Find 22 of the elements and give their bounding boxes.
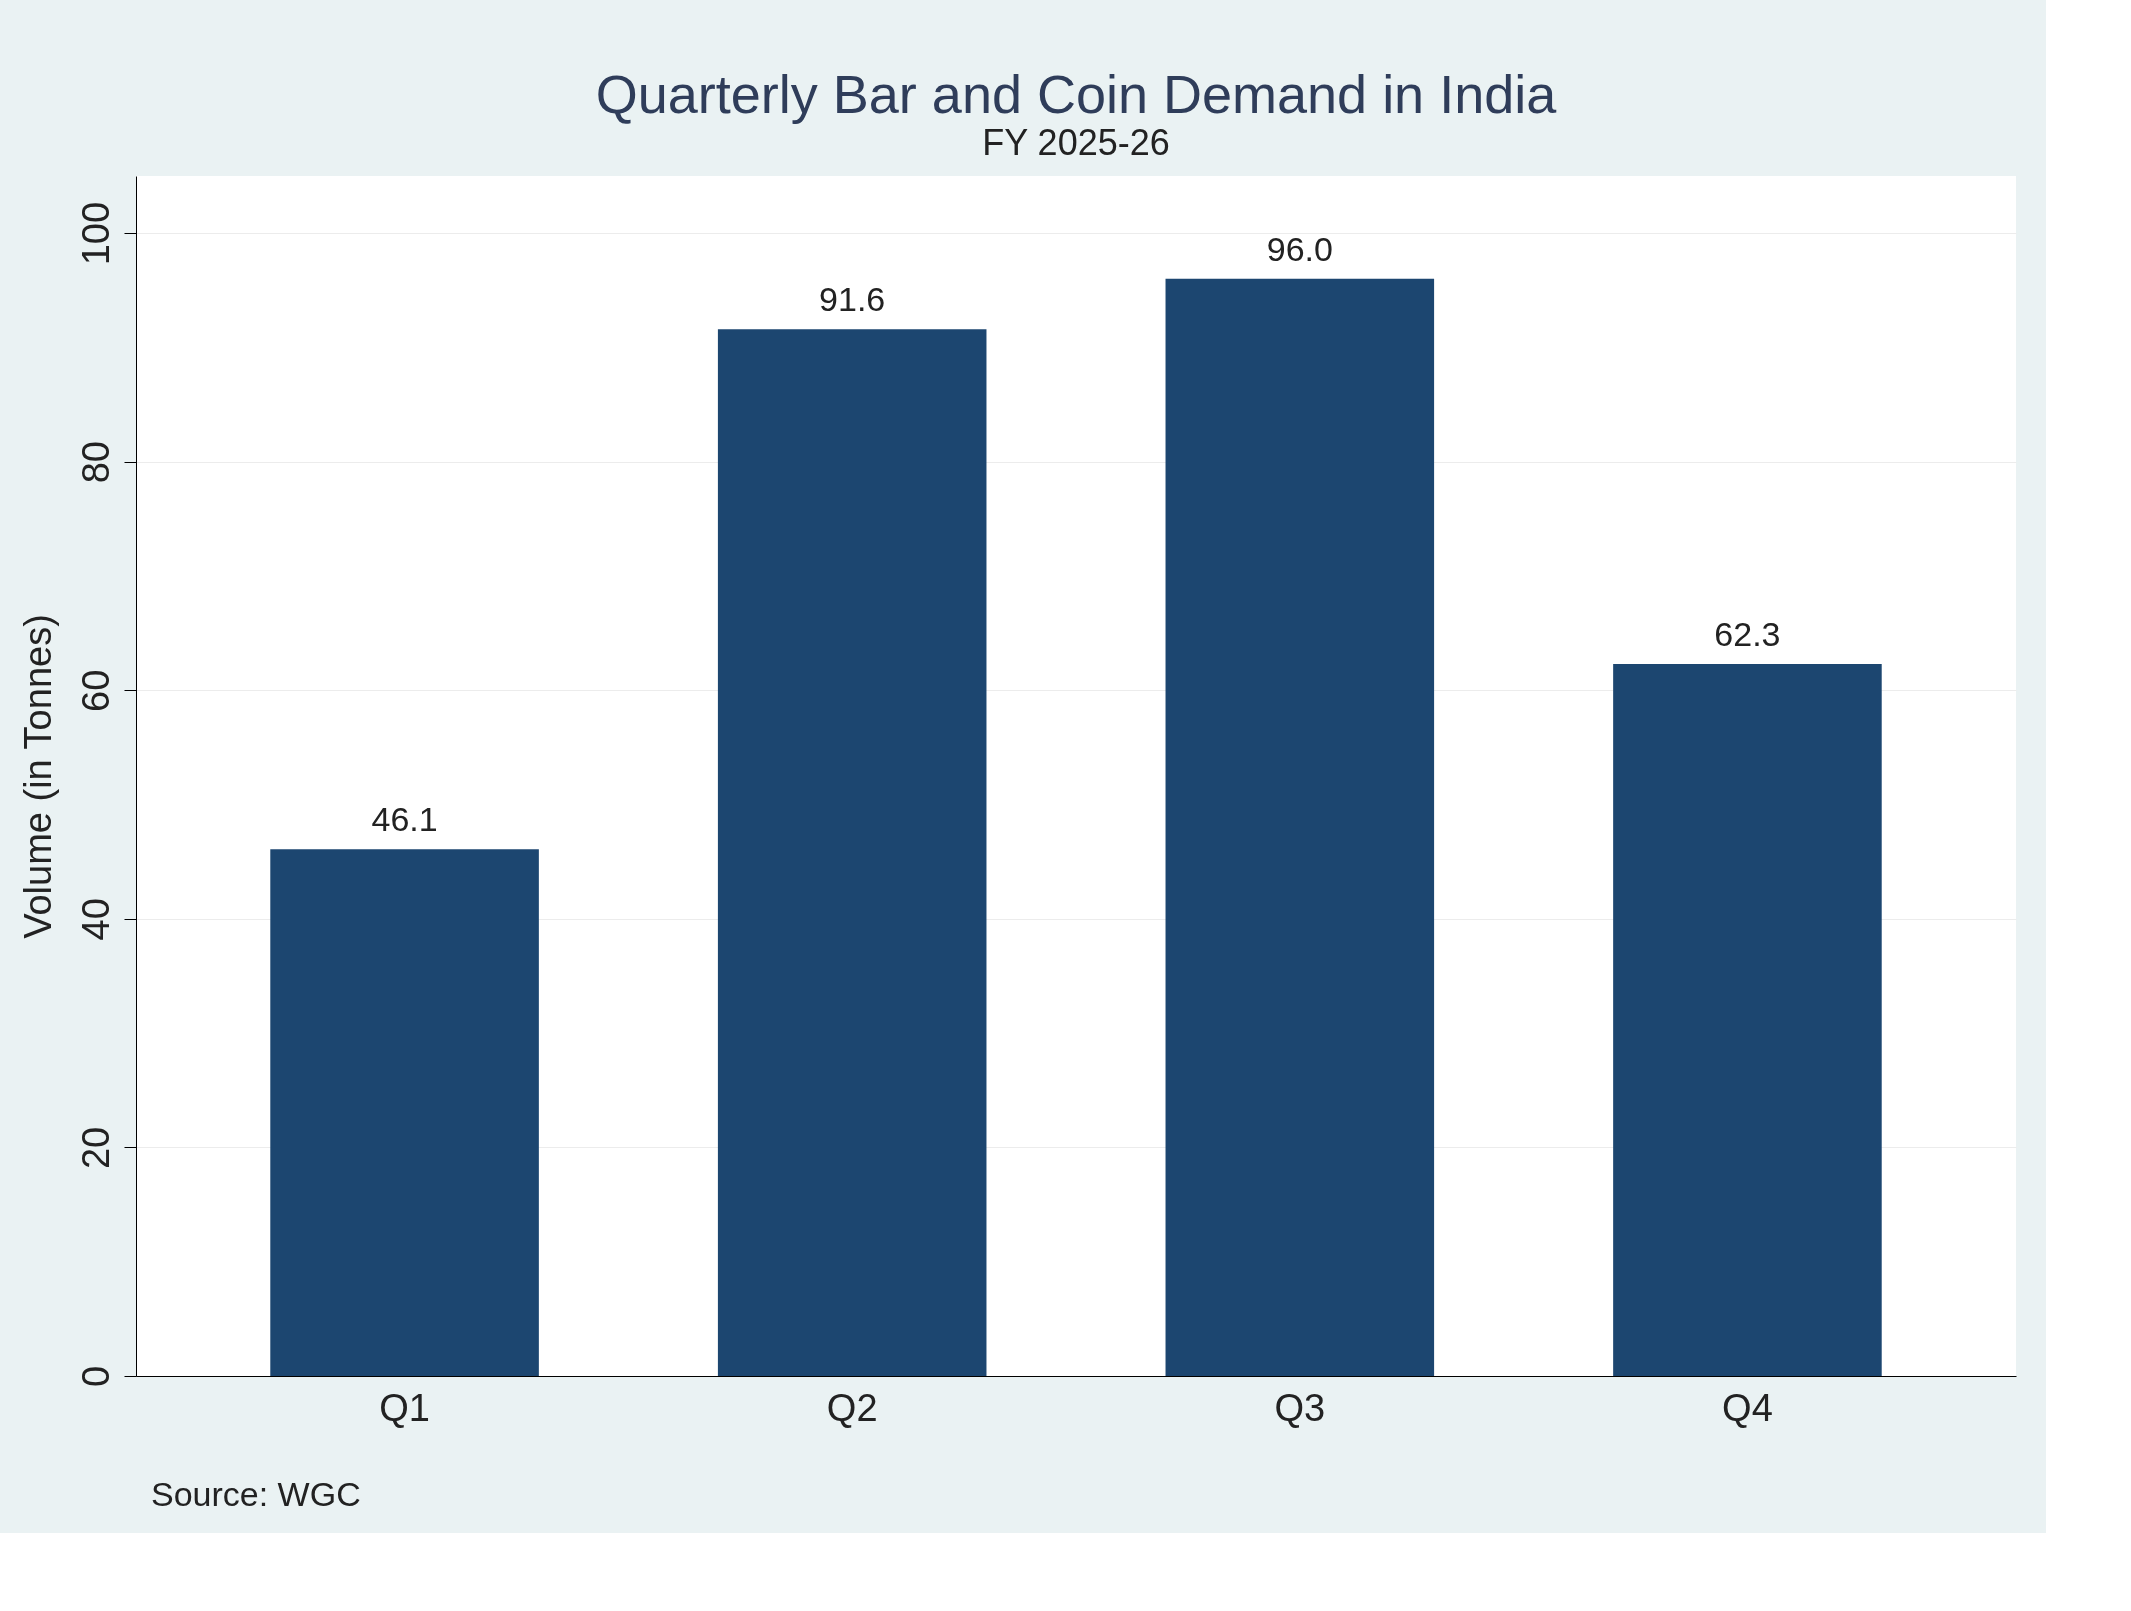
bar	[270, 849, 539, 1376]
bar	[717, 329, 987, 1376]
data-label: 46.1	[371, 800, 438, 839]
y-axis-title: Volume (in Tonnes)	[16, 614, 59, 939]
source-note: Source: WGC	[151, 1475, 361, 1513]
x-tick-label: Q4	[1722, 1386, 1773, 1429]
y-tick-label: 40	[74, 898, 117, 941]
y-tick-label: 80	[74, 441, 117, 484]
x-tick-label: Q2	[826, 1386, 878, 1429]
data-label: 62.3	[1714, 615, 1781, 653]
y-tick-label: 0	[74, 1365, 117, 1388]
data-label: 91.6	[819, 280, 886, 319]
y-tick-label: 100	[74, 201, 117, 266]
bar	[1613, 664, 1882, 1376]
chart-subtitle: FY 2025-26	[982, 122, 1170, 163]
x-tick-label: Q1	[379, 1386, 430, 1429]
y-tick-label: 20	[74, 1126, 117, 1170]
x-tick-label: Q3	[1274, 1386, 1326, 1429]
bar	[1165, 278, 1435, 1376]
data-label: 96.0	[1266, 229, 1333, 268]
chart-title: Quarterly Bar and Coin Demand in India	[595, 64, 1558, 124]
y-tick-label: 60	[74, 669, 117, 712]
